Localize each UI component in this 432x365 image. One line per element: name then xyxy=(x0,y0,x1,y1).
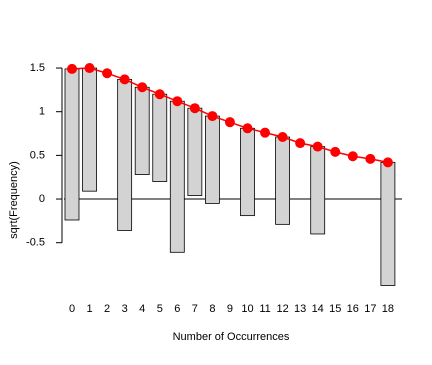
bar xyxy=(82,67,97,192)
x-tick-label: 14 xyxy=(312,303,324,315)
y-tick-label: 0 xyxy=(39,193,45,205)
x-tick-label: 13 xyxy=(294,303,306,315)
x-tick-label: 5 xyxy=(157,303,163,315)
expected-point xyxy=(172,96,183,107)
expected-point xyxy=(242,123,253,134)
y-tick-label: -0.5 xyxy=(26,237,45,249)
x-tick-label: 2 xyxy=(104,303,110,315)
x-tick-label: 16 xyxy=(347,303,359,315)
bar xyxy=(117,78,133,231)
y-tick-label: 1.5 xyxy=(30,62,45,74)
expected-point xyxy=(382,157,393,168)
bar xyxy=(240,127,255,217)
x-tick-label: 15 xyxy=(329,303,341,315)
bar xyxy=(310,146,326,235)
expected-point xyxy=(260,127,271,138)
x-tick-label: 9 xyxy=(227,303,233,315)
bar xyxy=(134,86,150,175)
bar xyxy=(187,107,203,196)
expected-point xyxy=(312,141,323,152)
bar xyxy=(169,100,185,253)
expected-point xyxy=(277,132,288,143)
y-tick-label: 1 xyxy=(39,106,45,118)
expected-point xyxy=(67,63,77,74)
x-tick-label: 17 xyxy=(364,303,376,315)
bar xyxy=(380,161,396,286)
x-tick-label: 7 xyxy=(192,303,198,315)
x-tick-label: 0 xyxy=(69,303,75,315)
x-tick-label: 3 xyxy=(122,303,128,315)
expected-point xyxy=(295,138,306,149)
expected-point xyxy=(119,74,130,85)
expected-point xyxy=(102,68,113,79)
x-axis-title: Number of Occurrences xyxy=(173,331,290,343)
expected-point xyxy=(189,103,200,114)
bar xyxy=(64,68,80,221)
expected-point xyxy=(347,151,358,162)
x-tick-label: 12 xyxy=(276,303,288,315)
expected-point xyxy=(330,146,341,157)
x-tick-label: 1 xyxy=(86,303,92,315)
expected-point xyxy=(207,111,218,122)
bar xyxy=(275,136,291,225)
x-tick-label: 10 xyxy=(241,303,253,315)
expected-point xyxy=(224,117,235,128)
x-tick-label: 11 xyxy=(259,303,270,315)
x-tick-label: 8 xyxy=(209,303,215,315)
y-axis-title: sqrt(Frequency) xyxy=(8,161,20,239)
x-tick-label: 18 xyxy=(382,303,394,315)
x-tick-label: 4 xyxy=(139,303,145,315)
bar xyxy=(152,93,168,182)
expected-point xyxy=(154,89,165,100)
x-tick-label: 6 xyxy=(174,303,180,315)
expected-point xyxy=(365,153,376,164)
y-tick-label: 0.5 xyxy=(30,149,45,161)
expected-point xyxy=(137,82,148,93)
expected-point xyxy=(84,63,95,74)
bar xyxy=(204,115,220,204)
